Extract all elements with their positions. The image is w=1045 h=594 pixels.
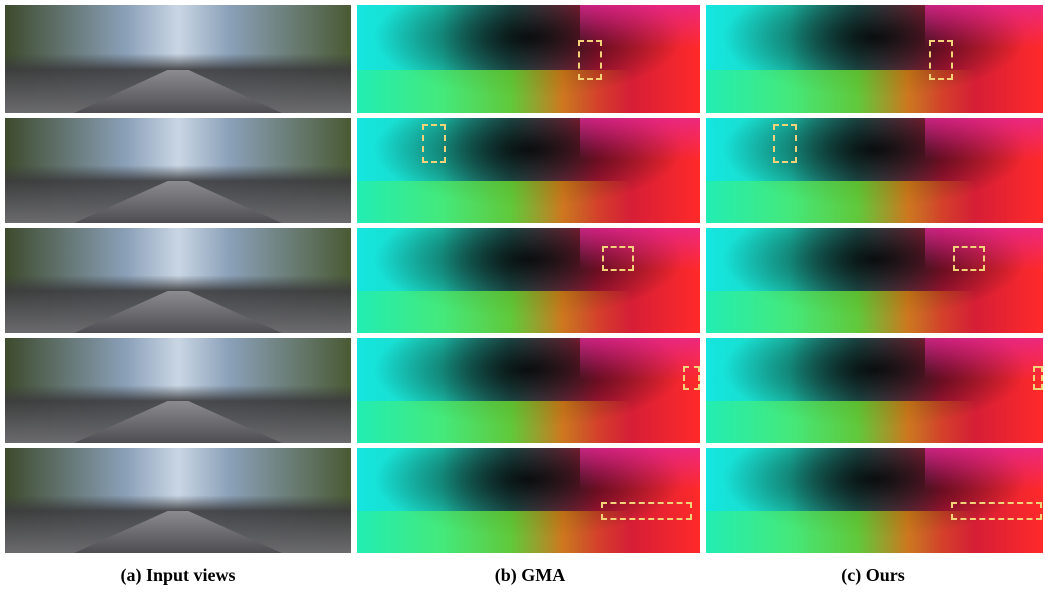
input-image (5, 228, 351, 333)
input-image (5, 118, 351, 223)
highlight-box (683, 366, 700, 390)
road (74, 401, 282, 443)
highlight-box (951, 502, 1042, 520)
caption: (a) Input views (120, 565, 236, 585)
flow-image (706, 5, 1043, 113)
highlight-box (602, 246, 634, 271)
road (74, 181, 282, 223)
road (74, 291, 282, 333)
flow-image (706, 118, 1043, 223)
highlight-box (1033, 366, 1043, 390)
caption: (b) GMA (494, 565, 566, 585)
caption: (c) Ours (841, 565, 905, 585)
highlight-box (953, 246, 985, 271)
input-image (5, 5, 351, 113)
flow-image (357, 228, 700, 333)
flow-image (357, 448, 700, 553)
flow-image (706, 448, 1043, 553)
flow-image (706, 338, 1043, 443)
road (74, 69, 282, 113)
flow-image (357, 5, 700, 113)
highlight-box (422, 124, 446, 163)
highlight-box (773, 124, 797, 163)
input-image (5, 338, 351, 443)
highlight-box (601, 502, 692, 520)
input-image (5, 448, 351, 553)
road (74, 511, 282, 553)
highlight-box (578, 40, 602, 80)
highlight-box (929, 40, 953, 80)
flow-image (357, 118, 700, 223)
flow-image (706, 228, 1043, 333)
flow-image (357, 338, 700, 443)
